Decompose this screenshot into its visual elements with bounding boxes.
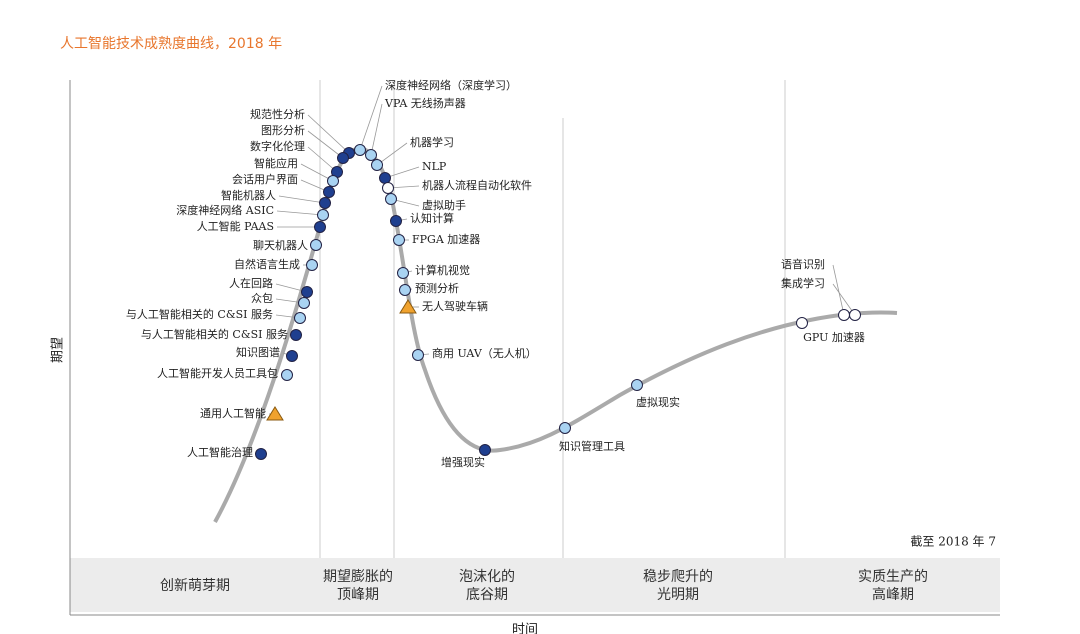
node-label: 人工智能治理 bbox=[187, 445, 253, 459]
node-marker bbox=[290, 329, 302, 341]
node-marker bbox=[397, 267, 409, 279]
phase-label: 顶峰期 bbox=[337, 587, 379, 603]
node-label: 规范性分析 bbox=[250, 107, 305, 121]
node-label: 深度神经网络 ASIC bbox=[176, 203, 274, 217]
node-label: 增强现实 bbox=[441, 455, 485, 469]
node-marker bbox=[849, 309, 861, 321]
node-marker bbox=[393, 234, 405, 246]
node-marker bbox=[354, 144, 366, 156]
node-marker bbox=[281, 369, 293, 381]
node-marker bbox=[294, 312, 306, 324]
leader bbox=[307, 146, 338, 173]
node-label: FPGA 加速器 bbox=[412, 233, 480, 246]
phase-label: 稳步爬升的 bbox=[643, 569, 713, 585]
node-marker bbox=[337, 152, 349, 164]
node-label: 商用 UAV（无人机） bbox=[432, 346, 537, 360]
node-marker bbox=[323, 186, 335, 198]
leader bbox=[307, 114, 350, 154]
node-marker bbox=[317, 209, 329, 221]
phase-label: 光明期 bbox=[657, 587, 699, 603]
phase-label: 泡沫化的 bbox=[459, 569, 515, 585]
leader bbox=[300, 163, 334, 182]
phase-dividers bbox=[319, 80, 786, 558]
node-marker bbox=[286, 350, 298, 362]
node-label: NLP bbox=[422, 160, 447, 173]
node-label: 预测分析 bbox=[415, 281, 459, 295]
node-marker bbox=[371, 159, 383, 171]
node-marker bbox=[314, 221, 326, 233]
node-marker bbox=[390, 215, 402, 227]
node-label: 图形分析 bbox=[261, 123, 305, 137]
y-label: 期望 bbox=[50, 337, 66, 363]
node-label: 深度神经网络（深度学习） bbox=[385, 78, 517, 92]
node-label: 智能机器人 bbox=[221, 188, 276, 202]
node-label: 计算机视觉 bbox=[415, 263, 470, 277]
node-label: 人工智能 PAAS bbox=[197, 219, 274, 233]
node-label: 机器人流程自动化软件 bbox=[422, 178, 532, 192]
leader bbox=[359, 85, 383, 151]
leader bbox=[278, 195, 326, 204]
node-marker bbox=[479, 444, 491, 456]
node-label: 知识管理工具 bbox=[559, 439, 625, 453]
node-label: 无人驾驶车辆 bbox=[422, 299, 488, 313]
node-marker bbox=[298, 297, 310, 309]
node-marker bbox=[559, 422, 571, 434]
node-label: 机器学习 bbox=[410, 135, 454, 149]
node-label: 语音识别 bbox=[781, 257, 825, 271]
node-label: 自然语言生成 bbox=[234, 257, 300, 271]
node-label: 会话用户界面 bbox=[232, 172, 298, 186]
note: 截至 2018 年 7 bbox=[910, 535, 996, 549]
node-label: 集成学习 bbox=[781, 276, 825, 290]
node-label: 与人工智能相关的 C&SI 服务 bbox=[126, 307, 273, 321]
title: 人工智能技术成熟度曲线，2018 年 bbox=[60, 36, 282, 52]
phase-label: 创新萌芽期 bbox=[160, 578, 230, 594]
phase-label: 期望膨胀的 bbox=[323, 568, 393, 585]
node-marker bbox=[385, 193, 397, 205]
node-label: 认知计算 bbox=[410, 211, 454, 225]
node-marker bbox=[306, 259, 318, 271]
node-marker bbox=[399, 284, 411, 296]
node-marker bbox=[266, 406, 284, 421]
node-label: 人在回路 bbox=[229, 277, 273, 290]
node-label: GPU 加速器 bbox=[803, 331, 865, 344]
node-marker bbox=[327, 175, 339, 187]
node-marker bbox=[310, 239, 322, 251]
node-label: 知识图谱 bbox=[236, 345, 280, 359]
node-label: 与人工智能相关的 C&SI 服务 bbox=[141, 327, 288, 341]
node-marker bbox=[301, 286, 313, 298]
node-label: 数字化伦理 bbox=[250, 139, 305, 153]
node-label: 聊天机器人 bbox=[253, 238, 308, 252]
node-label: 虚拟助手 bbox=[422, 198, 466, 212]
node-marker bbox=[796, 317, 808, 329]
leader bbox=[832, 264, 845, 316]
node-label: 通用人工智能 bbox=[200, 406, 266, 420]
phase-label: 实质生产的 bbox=[858, 569, 928, 585]
leader bbox=[832, 283, 856, 316]
leader bbox=[370, 103, 383, 156]
node-label: 智能应用 bbox=[254, 156, 298, 170]
node-label: 众包 bbox=[251, 292, 273, 305]
node-label: 人工智能开发人员工具包 bbox=[157, 366, 278, 380]
x-label: 时间 bbox=[512, 623, 538, 634]
node-label: VPA 无线扬声器 bbox=[384, 96, 466, 110]
node-marker bbox=[838, 309, 850, 321]
leader bbox=[276, 210, 324, 216]
leader bbox=[376, 142, 408, 166]
node-marker bbox=[382, 182, 394, 194]
node-marker bbox=[412, 349, 424, 361]
node-marker bbox=[631, 379, 643, 391]
node-marker bbox=[365, 149, 377, 161]
phase-label: 底谷期 bbox=[466, 587, 508, 603]
node-marker bbox=[255, 448, 267, 460]
node-label: 虚拟现实 bbox=[636, 395, 680, 409]
phase-band bbox=[70, 558, 1000, 612]
leader bbox=[307, 130, 344, 159]
node-marker bbox=[319, 197, 331, 209]
phase-label: 高峰期 bbox=[872, 586, 914, 603]
node-marker bbox=[379, 172, 391, 184]
curve bbox=[213, 146, 898, 523]
node-marker bbox=[399, 299, 417, 314]
